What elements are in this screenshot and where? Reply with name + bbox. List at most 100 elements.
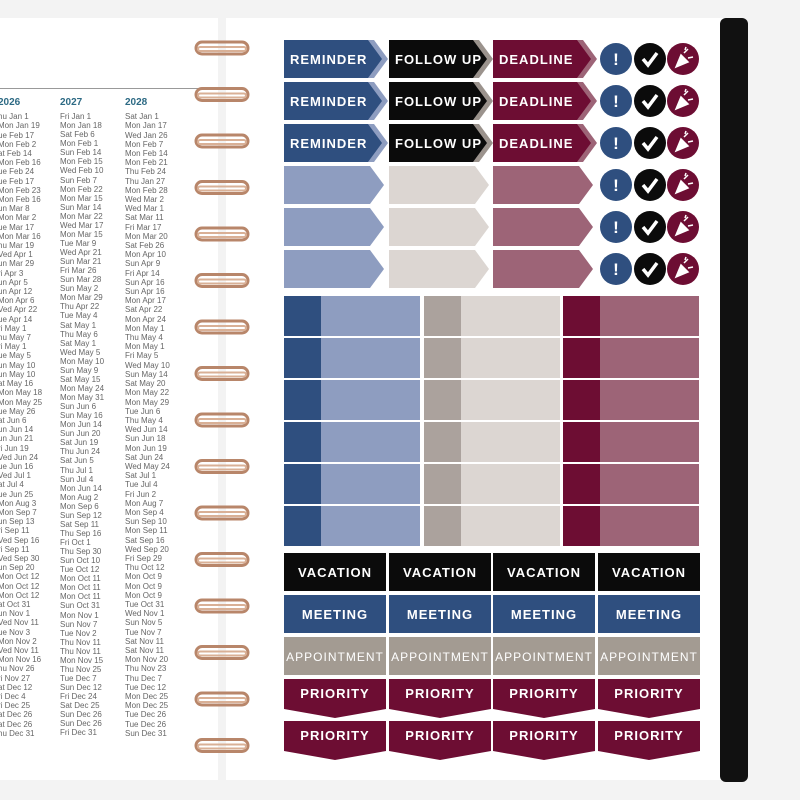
sticker-label: PRIORITY [300, 686, 369, 701]
spiral-coil [194, 87, 250, 102]
holiday-date: Mon Oct 11 [60, 592, 101, 602]
label-sticker [284, 553, 386, 591]
blank-tag-sticker [493, 208, 593, 246]
holiday-date: Wed Feb 10 [60, 166, 104, 176]
blank-tag-sticker [389, 208, 489, 246]
holiday-date: Fri Dec 24 [60, 692, 97, 702]
holiday-date: Mon Nov 16 [0, 655, 42, 665]
holiday-date: Mon May 24 [60, 383, 105, 393]
holiday-date: Tue Oct 12 [60, 565, 100, 575]
spiral-coil [197, 371, 247, 378]
holiday-date: ri May 1 [0, 342, 27, 352]
bar-sticker-tab [424, 506, 461, 546]
rule [0, 88, 218, 89]
holiday-date: un Jun 21 [0, 434, 34, 444]
sticker-label: PRIORITY [405, 686, 474, 701]
holiday-date: ri Apr 3 [0, 268, 24, 278]
alert-icon: ! [613, 92, 619, 111]
holiday-date: Ved Nov 11 [0, 645, 39, 655]
spiral-coil [197, 697, 247, 703]
holiday-date: Sat May 15 [60, 374, 101, 384]
icon-sticker [634, 253, 666, 285]
priority-sticker [284, 679, 386, 718]
holiday-date: Sun Jul 4 [60, 474, 94, 484]
holiday-date: Wed Mar 1 [125, 204, 164, 214]
holiday-date: Mon Mar 20 [125, 231, 168, 241]
holiday-date: Ved Apr 1 [0, 250, 33, 260]
label-sticker [389, 637, 491, 675]
holiday-date: Sun May 9 [60, 365, 99, 375]
alert-icon: ! [613, 218, 619, 237]
label-sticker [493, 637, 595, 675]
holiday-date: Sun May 2 [60, 284, 99, 294]
holiday-date: ri Dec 4 [0, 692, 26, 701]
holiday-date: ri Dec 25 [0, 701, 31, 711]
holiday-date: ri Jun 19 [0, 443, 29, 453]
year: 2026 [0, 97, 21, 108]
holiday-date: Thu Sep 16 [60, 528, 102, 538]
spiral-coil [197, 511, 247, 517]
holiday-date: Mon Aug 7 [125, 498, 164, 508]
holiday-date: Wed Jun 14 [125, 425, 168, 435]
holiday-date: Sat Jun 5 [60, 456, 94, 466]
holiday-date: ue Jun 16 [0, 461, 34, 471]
holiday-date: Sat Jun 24 [125, 452, 164, 462]
holiday-date: Sun Feb 14 [60, 148, 102, 158]
label-sticker [493, 553, 595, 591]
holiday-date: Sat Feb 6 [60, 130, 95, 140]
holiday-date: at Feb 14 [0, 149, 32, 159]
holiday-date: Ved Nov 11 [0, 618, 39, 628]
party-icon [674, 130, 694, 153]
spiral-coil [197, 743, 247, 750]
holiday-date: Mon Oct 12 [0, 572, 40, 582]
sticker-label: VACATION [507, 565, 581, 580]
holiday-date: ue Feb 24 [0, 167, 35, 177]
holiday-date: at Oct 31 [0, 599, 31, 609]
holiday-date: ri Nov 27 [0, 673, 31, 683]
holiday-date: Tue Dec 7 [60, 673, 97, 683]
holiday-date: Mon May 29 [125, 397, 170, 407]
icon-sticker [634, 127, 666, 159]
holiday-date: Mon Apr 10 [125, 250, 166, 260]
holiday-date: Thu May 4 [125, 415, 163, 425]
bar-sticker-tab [563, 464, 600, 504]
holiday-date: Mon Feb 7 [125, 139, 164, 149]
holiday-date: un Mar 8 [0, 204, 30, 214]
holiday-date: Tue Dec 26 [125, 719, 167, 729]
tag-sticker [493, 40, 591, 78]
party-icon [674, 46, 694, 69]
tag-label: FOLLOW UP [395, 136, 482, 151]
party-icon [674, 88, 694, 111]
holiday-date: Wed Mar 17 [60, 220, 104, 230]
holiday-date: Sun Jun 18 [125, 434, 166, 444]
blank-tag-sticker [493, 166, 593, 204]
sticker-label: APPOINTMENT [286, 650, 384, 664]
holiday-date: ue May 5 [0, 351, 31, 361]
holiday-date: Mon Oct 12 [0, 581, 40, 591]
holiday-date: Thu Feb 24 [125, 167, 166, 177]
holiday-date: Wed May 5 [60, 347, 101, 357]
holiday-date: Ved Sep 16 [0, 535, 40, 545]
holiday-date: Sun Jun 6 [60, 402, 97, 412]
holiday-date: Mon May 1 [125, 323, 165, 333]
holiday-date: Mon Oct 12 [0, 590, 40, 600]
tag-label: FOLLOW UP [395, 52, 482, 67]
holiday-date: Sun Sep 12 [60, 510, 102, 520]
sticker-label: APPOINTMENT [600, 650, 698, 664]
bar-sticker-tab [284, 506, 321, 546]
holiday-date: Tue Jul 4 [125, 480, 158, 490]
holiday-date: un May 10 [0, 360, 36, 370]
holiday-date: Wed Sep 20 [125, 544, 169, 554]
holiday-date: Tue Dec 26 [125, 710, 167, 720]
blank-tag-sticker [284, 208, 384, 246]
tag-label: DEADLINE [499, 136, 573, 151]
check-icon [641, 177, 659, 194]
holiday-date: Sun Dec 26 [60, 710, 102, 720]
holiday-date: Wed May 10 [125, 360, 170, 370]
holiday-date: Sun Dec 31 [125, 728, 167, 738]
party-icon [674, 214, 694, 237]
spiral-coil [194, 273, 250, 288]
holiday-date: Sun Feb 7 [60, 175, 97, 185]
